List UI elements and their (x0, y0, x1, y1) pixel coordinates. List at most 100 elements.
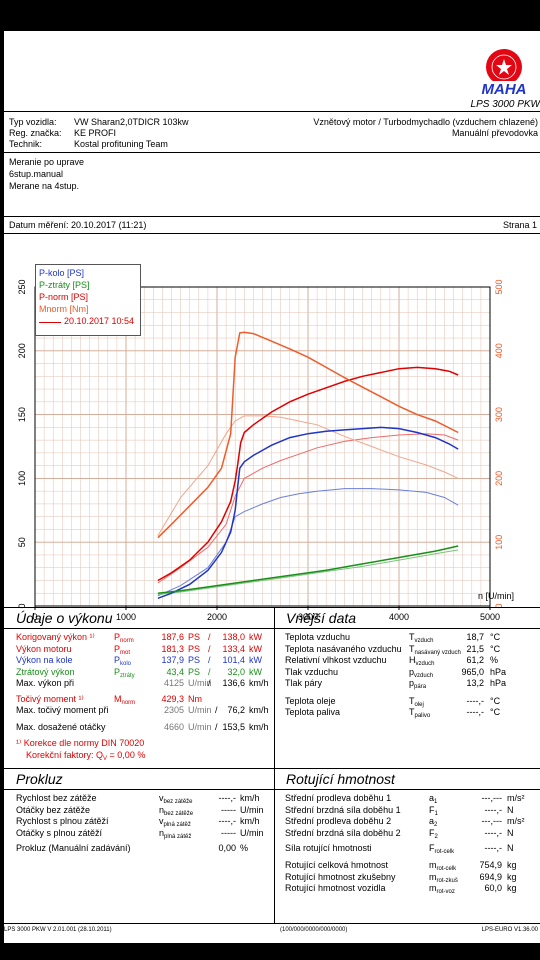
external-label: Tlak páry (285, 678, 323, 688)
reg-label: Reg. značka: (9, 128, 62, 138)
performance-unit: PS (188, 655, 201, 665)
din-footnote: ¹⁾ Korekce dle normy DIN 70020 (16, 738, 145, 748)
header-rule (4, 111, 540, 112)
symbol: mrot-celk (429, 860, 457, 872)
mass-unit: kg (507, 871, 517, 882)
performance-unit: PS (188, 643, 201, 654)
symbol: Pztráty (114, 666, 135, 679)
product-name: LPS 3000 PKW (470, 99, 540, 110)
rot-force-label: Síla rotující hmotnosti (285, 843, 372, 853)
measurement-date: Datum měření: 20.10.2017 (11:21) (9, 220, 147, 230)
y-right-tick-label: 200 (494, 471, 504, 486)
symbol: Tvzduch (409, 632, 434, 644)
x-tick-label: 3000 (298, 612, 318, 620)
performance-value: 4125 (163, 678, 184, 688)
coastdown-top-rule (4, 768, 540, 769)
reg-value: KE PROFI (74, 128, 117, 138)
inertia-value: ---,--- (481, 793, 502, 803)
mass-label: Rotující hmotnost vozidla (285, 883, 386, 893)
inertia-value: ---,--- (481, 816, 502, 826)
y-right-tick-label: 500 (494, 279, 504, 294)
external-unit: °C (490, 632, 501, 642)
power-torque-chart: 0 1000 2000 3000 4000 5000 0 50 100 150 200 250 0 100… (17, 279, 504, 620)
inertia-label: Střední prodleva doběhu 2 (285, 816, 392, 826)
mass-unit: kg (507, 860, 517, 870)
symbol: Tpalivo (409, 707, 431, 719)
max-rpm-value: 4660 (163, 722, 184, 732)
max-torque-label: Max. točivý moment při (16, 705, 109, 715)
performance-value: 101,4 (222, 655, 245, 665)
symbol: Tnasávaný vzduch (409, 643, 461, 656)
performance-label: Výkon motoru (16, 643, 72, 654)
y-left-tick-label: 50 (17, 537, 27, 547)
x-axis-label: n [U/min] (478, 591, 515, 601)
slip-value: 0,00 (218, 843, 236, 853)
inertia-title: Rotující hmotnost (286, 771, 395, 787)
external-value: 21,5 (466, 643, 484, 654)
performance-unit: kW (249, 655, 262, 665)
p-norm-curve (157, 366, 459, 582)
footer-software: LPS 3000 PKW V 2.01.001 (28.10.2011) (4, 927, 112, 933)
inertia-unit: m/s² (507, 816, 525, 826)
report-sheet: MAHA LPS 3000 PKW Typ vozidla: VW Sharan… (4, 30, 540, 943)
coastdown-value: ----,- (218, 793, 237, 803)
coastdown-label: Otáčky bez zátěže (16, 804, 91, 815)
separator: / (208, 632, 211, 642)
note-line: 6stup.manual (9, 169, 64, 179)
external-value: 13,2 (466, 678, 484, 688)
external-unit: °C (490, 695, 501, 706)
inertia-label: Střední prodleva doběhu 1 (285, 793, 392, 803)
reference-curve (157, 488, 459, 597)
symbol: a2 (429, 816, 438, 828)
performance-label: Max. výkon při (16, 678, 75, 688)
inertia-unit: N (507, 827, 514, 838)
note-line: Merane na 4stup. (9, 181, 80, 191)
rot-force-unit: N (507, 843, 514, 853)
coastdown-label: Rychlost bez zátěže (16, 793, 97, 803)
slip-unit: % (240, 843, 249, 853)
torque-value: 429,3 (161, 694, 184, 704)
inertia-label: Střední brzdná síla doběhu 1 (285, 804, 401, 815)
performance-unit: PS (188, 632, 201, 642)
inertia-unit: N (507, 804, 514, 815)
performance-value: 138,0 (222, 632, 245, 642)
performance-value: 187,6 (161, 632, 184, 642)
inertia-unit: m/s² (507, 793, 525, 803)
footer-version: LPS-EURO V1.36.00 (481, 927, 538, 933)
speed-unit: km/h (249, 722, 269, 732)
technician-value: Kostal profituning Team (74, 139, 168, 149)
symbol: ppára (409, 678, 427, 690)
max-torque-rpm: 2305 (163, 705, 184, 715)
symbol: pvzduch (409, 666, 434, 679)
coastdown-value: ----,- (218, 816, 237, 826)
symbol: a1 (429, 793, 438, 805)
speed-unit: km/h (249, 705, 269, 715)
external-label: Teplota paliva (285, 707, 341, 717)
reference-curve (157, 415, 459, 537)
inertia-value: ----,- (484, 804, 503, 815)
footer-rule (4, 923, 540, 924)
external-unit: hPa (490, 666, 507, 677)
performance-value: 43,4 (166, 666, 184, 677)
legend-date-swatch (39, 322, 61, 323)
symbol: mrot-zkuš (429, 871, 458, 884)
max-rpm-speed: 153,5 (222, 722, 245, 732)
performance-value: 133,4 (222, 643, 245, 654)
vehicle-rule (4, 152, 540, 153)
performance-value: 136,6 (222, 678, 245, 688)
external-value: 965,0 (461, 666, 484, 677)
external-value: ----,- (466, 707, 485, 717)
performance-unit: U/min (188, 678, 212, 688)
external-label: Teplota nasávaného vzduchu (285, 643, 402, 654)
y-right-tick-label: 0 (494, 603, 504, 608)
max-rpm-label: Max. dosažené otáčky (16, 722, 106, 732)
separator: / (208, 655, 211, 665)
coastdown-label: Otáčky s plnou zátěží (16, 827, 103, 838)
m-norm-curve (157, 331, 459, 539)
performance-label: Korigovaný výkon ¹⁾ (16, 632, 95, 642)
coastdown-label: Rychlost s plnou zátěží (16, 816, 109, 826)
y-left-tick-label: 250 (17, 279, 27, 294)
symbol: vbez zátěže (159, 793, 193, 805)
y-right-tick-label: 100 (494, 535, 504, 550)
performance-unit: PS (188, 666, 201, 677)
